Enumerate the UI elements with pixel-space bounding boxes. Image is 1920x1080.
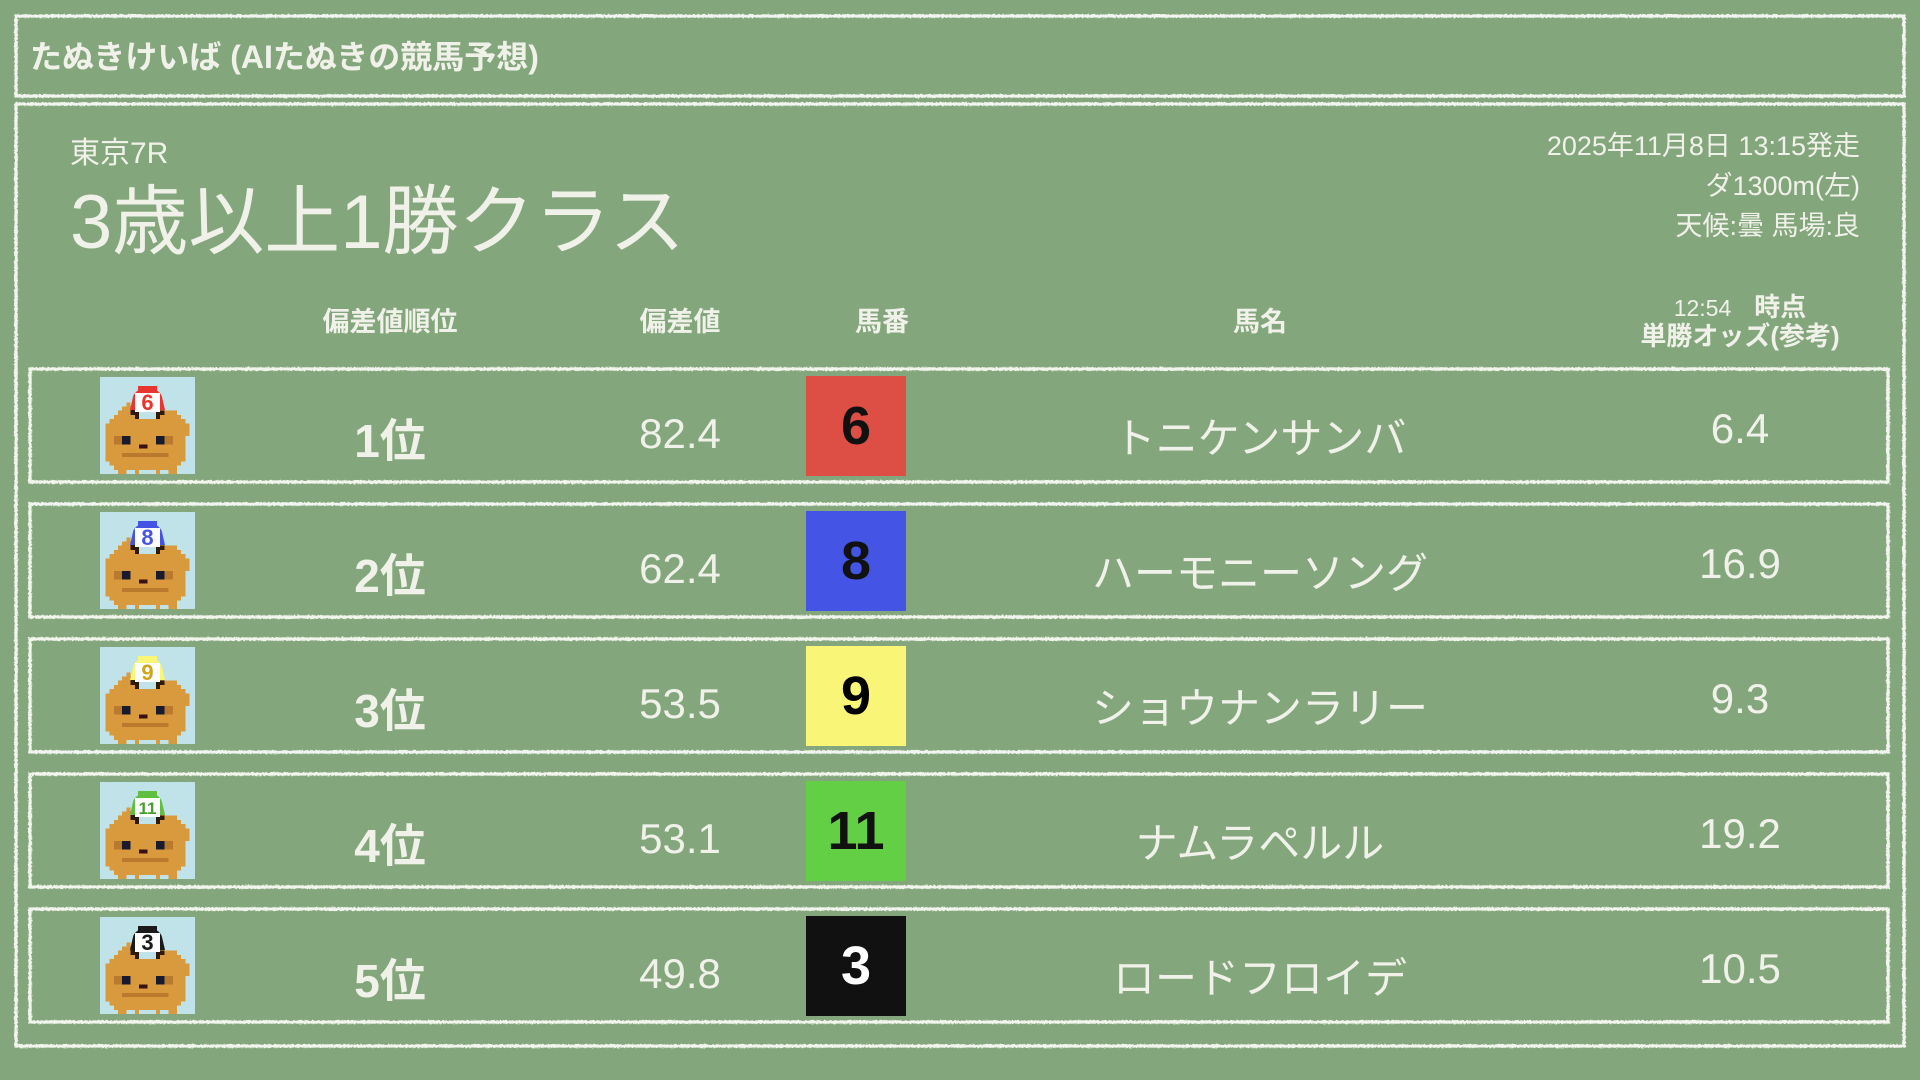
svg-text:9: 9 — [141, 660, 153, 685]
svg-text:6: 6 — [141, 390, 153, 415]
svg-text:8: 8 — [141, 525, 153, 550]
svg-text:3: 3 — [141, 930, 153, 955]
svg-text:11: 11 — [139, 799, 157, 818]
